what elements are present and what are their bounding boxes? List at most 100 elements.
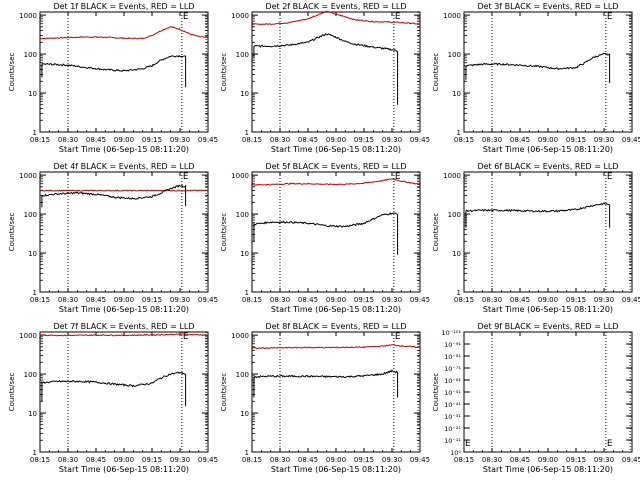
y-tick-label: 10⁻⁹¹	[444, 341, 461, 349]
y-tick-label: 10	[452, 90, 461, 98]
panel-title: Det 8f BLACK = Events, RED = LLD	[265, 322, 406, 331]
panel-title: Det 5f BLACK = Events, RED = LLD	[265, 162, 406, 171]
y-tick-label: 1	[33, 129, 37, 137]
x-axis-label: Start Time (06-Sep-15 08:11:20)	[59, 465, 189, 474]
y-tick-label: 1000	[19, 12, 37, 20]
y-tick-label: 10	[28, 90, 37, 98]
detector-panel: Det 1f BLACK = Events, RED = LLD 08:15 08:…	[8, 2, 218, 154]
event-marker: E	[395, 172, 401, 182]
x-tick-label: 08:30	[270, 296, 290, 304]
event-marker: E	[183, 12, 189, 22]
y-tick-label: 10	[240, 90, 249, 98]
y-tick-label: 1000	[19, 332, 37, 340]
x-tick-label: 09:00	[114, 136, 134, 144]
x-tick-label: 09:00	[538, 296, 558, 304]
lld-series-line	[39, 26, 209, 40]
x-tick-label: 08:30	[482, 296, 502, 304]
detector-panel: Det 9f BLACK = Events, RED = LLD 08:15 08:…	[432, 322, 640, 474]
lld-series-line	[251, 10, 421, 26]
x-tick-label: 09:30	[594, 456, 614, 464]
x-tick-label: 08:15	[242, 136, 262, 144]
x-tick-label: 08:45	[510, 456, 530, 464]
events-series-line	[253, 369, 399, 398]
x-tick-label: 09:30	[170, 136, 190, 144]
x-tick-label: 08:15	[30, 296, 50, 304]
y-tick-label: 100	[24, 371, 37, 379]
detector-panel: Det 3f BLACK = Events, RED = LLD 08:15 08:…	[432, 2, 640, 154]
x-tick-label: 09:15	[142, 296, 162, 304]
x-axis-label: Start Time (06-Sep-15 08:11:20)	[483, 465, 613, 474]
x-tick-label: 09:45	[410, 296, 430, 304]
x-tick-label: 09:00	[114, 456, 134, 464]
x-tick-label: 09:45	[410, 456, 430, 464]
x-tick-label: 09:45	[622, 456, 640, 464]
plot-frame	[251, 11, 421, 133]
x-tick-label: 09:45	[410, 136, 430, 144]
y-tick-label: 10⁻¹¹	[444, 437, 461, 445]
x-tick-label: 08:15	[454, 296, 474, 304]
x-tick-label: 09:15	[354, 296, 374, 304]
x-axis-label: Start Time (06-Sep-15 08:11:20)	[271, 145, 401, 154]
event-marker: E	[607, 12, 613, 22]
lld-series-line	[39, 189, 208, 192]
x-tick-label: 09:30	[594, 136, 614, 144]
x-tick-label: 08:30	[58, 456, 78, 464]
x-tick-label: 08:15	[30, 456, 50, 464]
y-tick-label: 100	[236, 371, 249, 379]
detector-panel: Det 2f BLACK = Events, RED = LLD 08:15 08:…	[220, 2, 430, 154]
y-axis-label: Counts/sec	[8, 373, 16, 412]
event-marker: E	[607, 439, 613, 449]
y-axis-label: Counts/sec	[432, 373, 440, 412]
x-axis-label: Start Time (06-Sep-15 08:11:20)	[271, 305, 401, 314]
x-tick-label: 09:45	[622, 136, 640, 144]
panel-title: Det 3f BLACK = Events, RED = LLD	[477, 2, 618, 11]
y-tick-label: 1	[457, 129, 461, 137]
events-series-line	[41, 184, 187, 208]
x-tick-label: 09:15	[566, 456, 586, 464]
y-tick-label: 10⁻²¹	[444, 425, 461, 433]
y-tick-label: 10⁻⁵¹	[444, 389, 461, 397]
y-tick-label: 1000	[19, 172, 37, 180]
x-tick-label: 08:15	[242, 296, 262, 304]
event-marker: E	[607, 172, 613, 182]
panel-title: Det 2f BLACK = Events, RED = LLD	[265, 2, 406, 11]
x-tick-label: 09:30	[170, 296, 190, 304]
y-tick-label: 10⁻⁸¹	[444, 353, 461, 361]
x-tick-label: 09:30	[382, 456, 402, 464]
x-tick-label: 08:45	[298, 136, 318, 144]
y-tick-label: 10	[452, 250, 461, 258]
lld-series-line	[251, 344, 421, 350]
x-tick-label: 08:45	[298, 456, 318, 464]
panel-title: Det 6f BLACK = Events, RED = LLD	[477, 162, 618, 171]
y-axis-label: Counts/sec	[432, 53, 440, 92]
plot-frame	[251, 331, 421, 453]
x-tick-label: 08:15	[454, 136, 474, 144]
events-series-line	[465, 52, 611, 84]
x-tick-label: 09:45	[198, 136, 218, 144]
x-axis-label: Start Time (06-Sep-15 08:11:20)	[483, 305, 613, 314]
x-tick-label: 08:45	[86, 136, 106, 144]
plot-frame	[39, 331, 209, 453]
x-tick-label: 09:45	[198, 296, 218, 304]
x-tick-label: 09:15	[142, 136, 162, 144]
panel-title: Det 1f BLACK = Events, RED = LLD	[53, 2, 194, 11]
y-tick-label: 10⁻¹⁰¹	[441, 329, 461, 337]
y-tick-label: 10⁻⁶¹	[444, 377, 461, 385]
lld-series-line	[39, 333, 209, 337]
y-tick-label: 100	[236, 211, 249, 219]
y-tick-label: 10	[240, 250, 249, 258]
y-tick-label: 10	[240, 410, 249, 418]
x-axis-label: Start Time (06-Sep-15 08:11:20)	[59, 305, 189, 314]
x-tick-label: 09:15	[142, 456, 162, 464]
event-marker: E	[465, 439, 471, 449]
events-series-line	[253, 32, 399, 105]
y-tick-label: 10⁻⁴¹	[444, 401, 461, 409]
x-tick-label: 09:00	[538, 136, 558, 144]
detector-panel: Det 5f BLACK = Events, RED = LLD 08:15 08:…	[220, 162, 430, 314]
y-tick-label: 100	[24, 211, 37, 219]
x-axis-label: Start Time (06-Sep-15 08:11:20)	[483, 145, 613, 154]
x-tick-label: 08:15	[30, 136, 50, 144]
x-tick-label: 09:00	[326, 136, 346, 144]
events-series-line	[41, 371, 187, 407]
x-tick-label: 09:30	[382, 296, 402, 304]
